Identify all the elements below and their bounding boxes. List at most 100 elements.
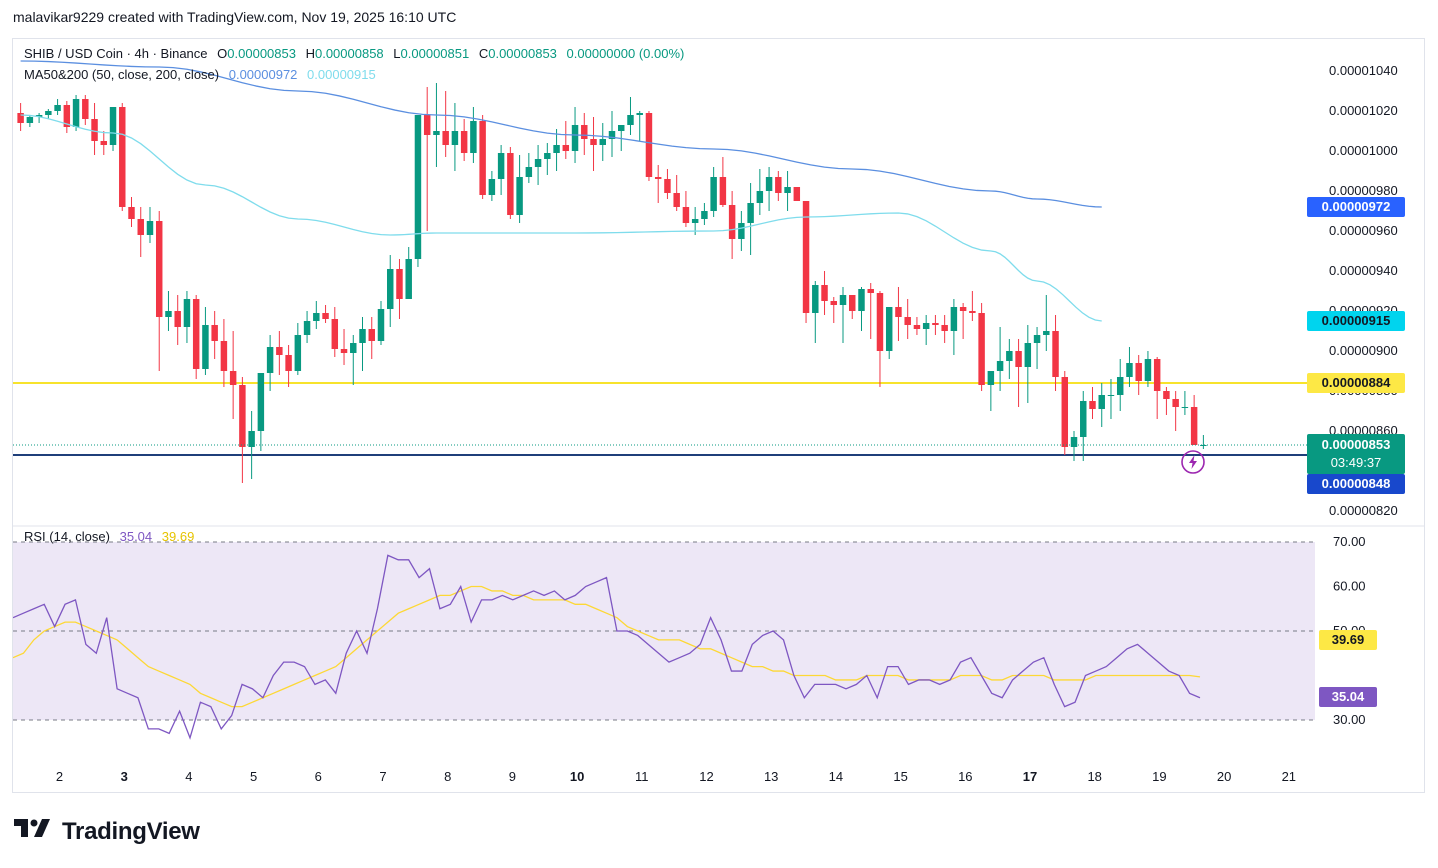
candle-body xyxy=(109,107,117,145)
candle-body xyxy=(867,289,874,293)
rsi-badge: 35.04 xyxy=(1319,687,1377,707)
last-price-value: 0.00000853 xyxy=(1321,437,1391,452)
candle-body xyxy=(405,259,412,299)
time-tick-label: 12 xyxy=(699,769,713,784)
price-tick-label: 0.00000900 xyxy=(1329,343,1398,358)
candle-body xyxy=(1015,351,1022,367)
time-tick-label: 18 xyxy=(1087,769,1101,784)
time-tick-label: 6 xyxy=(315,769,322,784)
ma50-line xyxy=(20,60,1102,208)
time-tick-label: 14 xyxy=(829,769,843,784)
candle-body xyxy=(775,177,782,193)
candle-body xyxy=(174,311,181,327)
candle-body xyxy=(839,295,847,305)
candle-body xyxy=(1061,377,1069,447)
candle-body xyxy=(728,205,736,239)
candle-body xyxy=(996,361,1004,371)
candle-body xyxy=(119,107,126,207)
candle-body xyxy=(849,295,856,311)
candle-body xyxy=(35,115,43,117)
candle-body xyxy=(442,131,449,145)
price-tick-label: 0.00001000 xyxy=(1329,143,1398,158)
candle-body xyxy=(673,193,680,207)
candle-body xyxy=(534,159,542,167)
time-tick-label: 9 xyxy=(509,769,516,784)
candle-body xyxy=(885,307,893,351)
symbol-label[interactable]: SHIB / USD Coin · 4h · Binance xyxy=(24,46,208,61)
time-tick-label: 11 xyxy=(635,769,649,784)
candle-body xyxy=(63,105,71,127)
open-label: O0.00000853 xyxy=(217,46,296,61)
candle-body xyxy=(664,179,671,193)
candle-body xyxy=(100,141,108,145)
time-tick-label: 21 xyxy=(1282,769,1296,784)
candle-body xyxy=(1126,363,1133,377)
candle-body xyxy=(285,355,292,371)
last-price-badge: 0.00000853 03:49:37 xyxy=(1307,434,1405,474)
candle-body xyxy=(460,131,468,153)
candle-body xyxy=(738,223,745,239)
candle-body xyxy=(211,325,218,341)
candle-body xyxy=(91,119,98,141)
candle-body xyxy=(830,301,838,305)
candle-body xyxy=(793,187,801,201)
price-tick-label: 0.00000940 xyxy=(1329,263,1398,278)
ma-label[interactable]: MA50&200 (50, close, 200, close) xyxy=(24,67,220,82)
lightning-icon[interactable] xyxy=(1180,449,1206,475)
candle-body xyxy=(155,221,163,317)
candle-body xyxy=(396,269,403,299)
candle-body xyxy=(1052,331,1059,377)
candle-body xyxy=(599,139,606,145)
candle-body xyxy=(710,177,717,211)
candle-body xyxy=(1116,377,1124,395)
candle-body xyxy=(525,167,533,177)
rsi-label[interactable]: RSI (14, close) xyxy=(24,529,110,544)
chart-caption: malavikar9229 created with TradingView.c… xyxy=(13,9,457,25)
candle-body xyxy=(904,317,911,325)
candle-body xyxy=(1080,401,1087,437)
candle-body xyxy=(165,311,172,317)
candle-body xyxy=(581,125,588,139)
low-label: L0.00000851 xyxy=(393,46,470,61)
time-tick-label: 4 xyxy=(185,769,192,784)
candle-body xyxy=(987,371,995,385)
candle-body xyxy=(303,321,311,335)
candle-body xyxy=(959,307,967,311)
candle-body xyxy=(423,115,431,135)
tradingview-wordmark: TradingView xyxy=(62,817,200,845)
candle-body xyxy=(913,325,921,329)
price-tick-label: 0.00000980 xyxy=(1329,183,1398,198)
candle-body xyxy=(756,191,764,203)
candle-body xyxy=(1172,399,1179,407)
candle-body xyxy=(470,121,477,153)
candle-body xyxy=(414,115,422,259)
time-tick-label: 19 xyxy=(1152,769,1166,784)
candle-body xyxy=(359,329,366,343)
candle-body xyxy=(507,153,514,215)
candle-body xyxy=(54,105,61,111)
candle-body xyxy=(765,177,773,191)
candle-body xyxy=(220,341,228,371)
candle-body xyxy=(719,177,727,205)
tradingview-logo-icon xyxy=(14,817,54,846)
candle-body xyxy=(858,289,865,311)
chart-frame[interactable]: 0.000008200.000008400.000008600.00000880… xyxy=(12,38,1425,793)
candle-body xyxy=(645,113,653,177)
candle-body xyxy=(433,131,440,135)
candle-body xyxy=(331,319,339,349)
candle-body xyxy=(183,299,191,327)
candle-body xyxy=(451,131,459,145)
candle-body xyxy=(978,313,985,385)
candle-body xyxy=(571,125,579,151)
candle-body xyxy=(516,177,523,215)
chart-canvas[interactable]: 0.000008200.000008400.000008600.00000880… xyxy=(13,39,1424,792)
blue-line-price-badge: 0.00000848 xyxy=(1307,474,1405,494)
rsi-tick-label: 70.00 xyxy=(1333,534,1366,549)
candle-body xyxy=(82,99,89,119)
candle-body xyxy=(313,313,320,321)
candle-body xyxy=(266,347,274,373)
candle-body xyxy=(488,179,496,195)
candle-body xyxy=(276,347,283,355)
candle-body xyxy=(1024,343,1032,367)
candle-body xyxy=(294,335,302,371)
